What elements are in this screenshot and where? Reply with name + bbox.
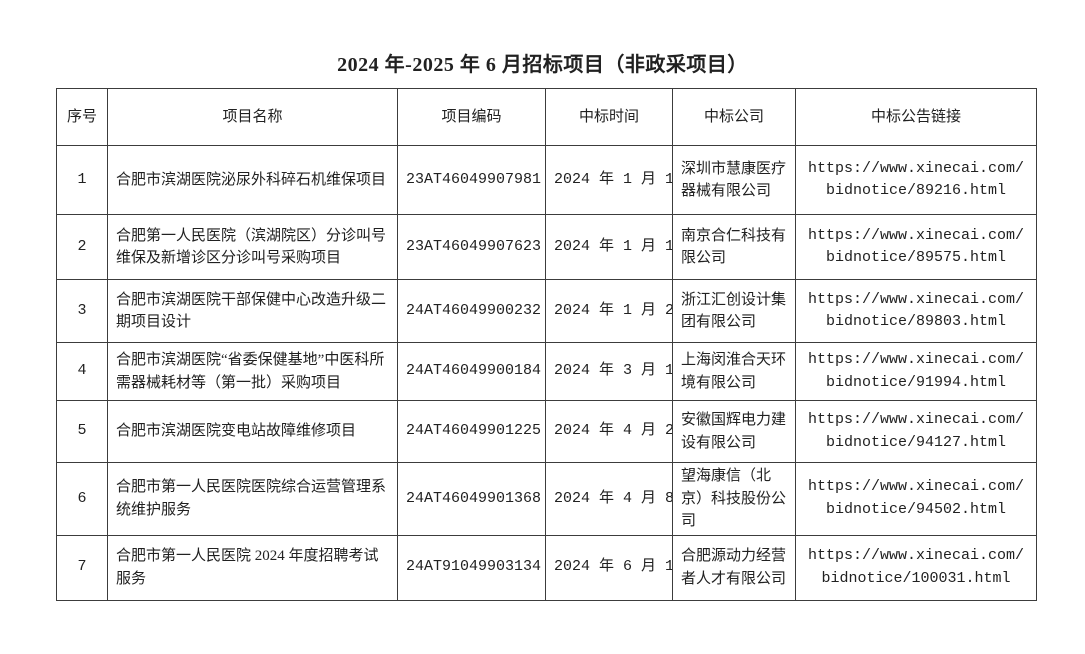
bid-notice-link[interactable]: https://www.xinecai.com/bidnotice/89216.… xyxy=(795,145,1037,215)
bid-company: 南京合仁科技有限公司 xyxy=(672,214,796,280)
bid-date: 2024 年 6 月 13 日 xyxy=(545,534,673,601)
bid-company: 安徽国辉电力建设有限公司 xyxy=(672,400,796,463)
project-name: 合肥市滨湖医院泌尿外科碎石机维保项目 xyxy=(107,145,398,215)
column-header-date: 中标时间 xyxy=(545,88,673,146)
bid-notice-link[interactable]: https://www.xinecai.com/bidnotice/100031… xyxy=(795,534,1037,601)
table-row: 4 合肥市滨湖医院“省委保健基地”中医科所需器械耗材等（第一批）采购项目 24A… xyxy=(56,342,1037,401)
project-name: 合肥市滨湖医院变电站故障维修项目 xyxy=(107,400,398,463)
table-row: 2 合肥第一人民医院（滨湖院区）分诊叫号维保及新增诊区分诊叫号采购项目 23AT… xyxy=(56,214,1037,280)
table-header-row: 序号 项目名称 项目编码 中标时间 中标公司 中标公告链接 xyxy=(56,88,1037,146)
bid-notice-link[interactable]: https://www.xinecai.com/bidnotice/91994.… xyxy=(795,342,1037,401)
row-no: 6 xyxy=(56,462,108,536)
bid-notice-link[interactable]: https://www.xinecai.com/bidnotice/89575.… xyxy=(795,214,1037,280)
bid-company: 合肥源动力经营者人才有限公司 xyxy=(672,534,796,601)
project-code: 23AT46049907623 xyxy=(397,214,546,280)
row-no: 3 xyxy=(56,279,108,343)
project-code: 24AT46049901368 xyxy=(397,462,546,536)
bid-company: 望海康信（北京）科技股份公司 xyxy=(672,462,796,536)
project-name: 合肥市第一人民医院 2024 年度招聘考试服务 xyxy=(107,534,398,601)
project-code: 24AT91049903134 xyxy=(397,534,546,601)
row-no: 2 xyxy=(56,214,108,280)
table-row: 1 合肥市滨湖医院泌尿外科碎石机维保项目 23AT46049907981 202… xyxy=(56,145,1037,215)
project-name: 合肥市滨湖医院“省委保健基地”中医科所需器械耗材等（第一批）采购项目 xyxy=(107,342,398,401)
column-header-no: 序号 xyxy=(56,88,108,146)
project-name: 合肥第一人民医院（滨湖院区）分诊叫号维保及新增诊区分诊叫号采购项目 xyxy=(107,214,398,280)
column-header-name: 项目名称 xyxy=(107,88,398,146)
column-header-link: 中标公告链接 xyxy=(795,88,1037,146)
bid-notice-link[interactable]: https://www.xinecai.com/bidnotice/94127.… xyxy=(795,400,1037,463)
row-no: 7 xyxy=(56,534,108,601)
bid-date: 2024 年 1 月 19 日 xyxy=(545,214,673,280)
column-header-company: 中标公司 xyxy=(672,88,796,146)
bid-company: 深圳市慧康医疗器械有限公司 xyxy=(672,145,796,215)
column-header-code: 项目编码 xyxy=(397,88,546,146)
table-row: 7 合肥市第一人民医院 2024 年度招聘考试服务 24AT9104990313… xyxy=(56,534,1037,601)
row-no: 1 xyxy=(56,145,108,215)
bid-company: 上海闵淮合天环境有限公司 xyxy=(672,342,796,401)
bid-date: 2024 年 4 月 2 日 xyxy=(545,400,673,463)
table-row: 6 合肥市第一人民医院医院综合运营管理系统维护服务 24AT4604990136… xyxy=(56,462,1037,536)
project-code: 23AT46049907981 xyxy=(397,145,546,215)
bid-date: 2024 年 4 月 8 日 xyxy=(545,462,673,536)
row-no: 5 xyxy=(56,400,108,463)
bid-date: 2024 年 1 月 26 日 xyxy=(545,279,673,343)
project-code: 24AT46049900184 xyxy=(397,342,546,401)
project-name: 合肥市第一人民医院医院综合运营管理系统维护服务 xyxy=(107,462,398,536)
bid-notice-link[interactable]: https://www.xinecai.com/bidnotice/89803.… xyxy=(795,279,1037,343)
page-title: 2024 年-2025 年 6 月招标项目（非政采项目） xyxy=(337,54,748,76)
bid-notice-link[interactable]: https://www.xinecai.com/bidnotice/94502.… xyxy=(795,462,1037,536)
table-row: 3 合肥市滨湖医院干部保健中心改造升级二期项目设计 24AT4604990023… xyxy=(56,279,1037,343)
bid-date: 2024 年 3 月 1 日 xyxy=(545,342,673,401)
bid-company: 浙江汇创设计集团有限公司 xyxy=(672,279,796,343)
bid-date: 2024 年 1 月 15 日 xyxy=(545,145,673,215)
project-name: 合肥市滨湖医院干部保健中心改造升级二期项目设计 xyxy=(107,279,398,343)
row-no: 4 xyxy=(56,342,108,401)
project-code: 24AT46049901225 xyxy=(397,400,546,463)
table-row: 5 合肥市滨湖医院变电站故障维修项目 24AT46049901225 2024 … xyxy=(56,400,1037,463)
project-code: 24AT46049900232 xyxy=(397,279,546,343)
bid-projects-table: 序号 项目名称 项目编码 中标时间 中标公司 中标公告链接 1 合肥市滨湖医院泌… xyxy=(56,88,1037,601)
